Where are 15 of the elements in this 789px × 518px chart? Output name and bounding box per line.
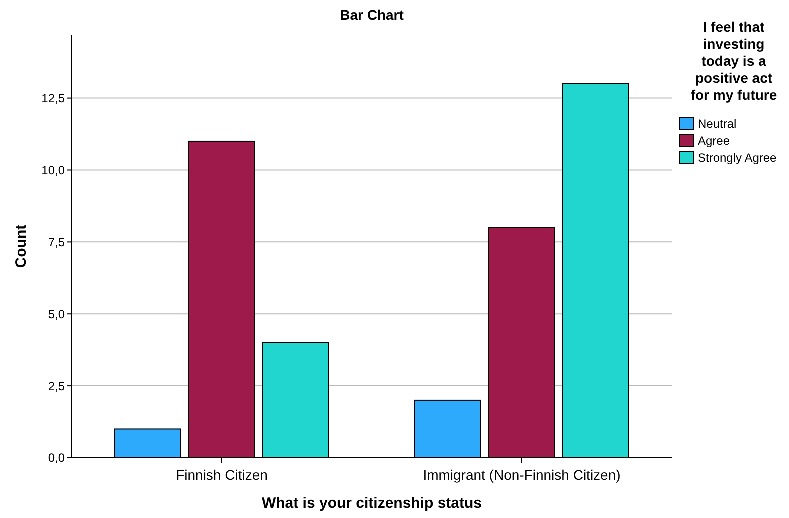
y-tick-label: 7,5	[48, 235, 66, 250]
y-tick-label: 2,5	[48, 379, 66, 394]
y-axis-title: Count	[13, 224, 30, 268]
y-tick-label: 12,5	[42, 92, 66, 106]
y-tick-label: 0,0	[48, 451, 66, 466]
x-tick-label: Finnish Citizen	[176, 467, 268, 483]
legend-label: Agree	[698, 134, 730, 148]
chart-title: Bar Chart	[340, 7, 404, 23]
x-axis-title: What is your citizenship status	[262, 495, 482, 512]
legend-label: Strongly Agree	[698, 151, 778, 166]
x-tick-label: Immigrant (Non-Finnish Citizen)	[423, 467, 621, 483]
legend-label: Neutral	[698, 117, 737, 132]
legend-title: I feel that investing today is a positive act for my future	[690, 19, 778, 103]
y-tick-label: 10,0	[42, 163, 66, 178]
y-tick-label: 5,0	[48, 307, 66, 322]
